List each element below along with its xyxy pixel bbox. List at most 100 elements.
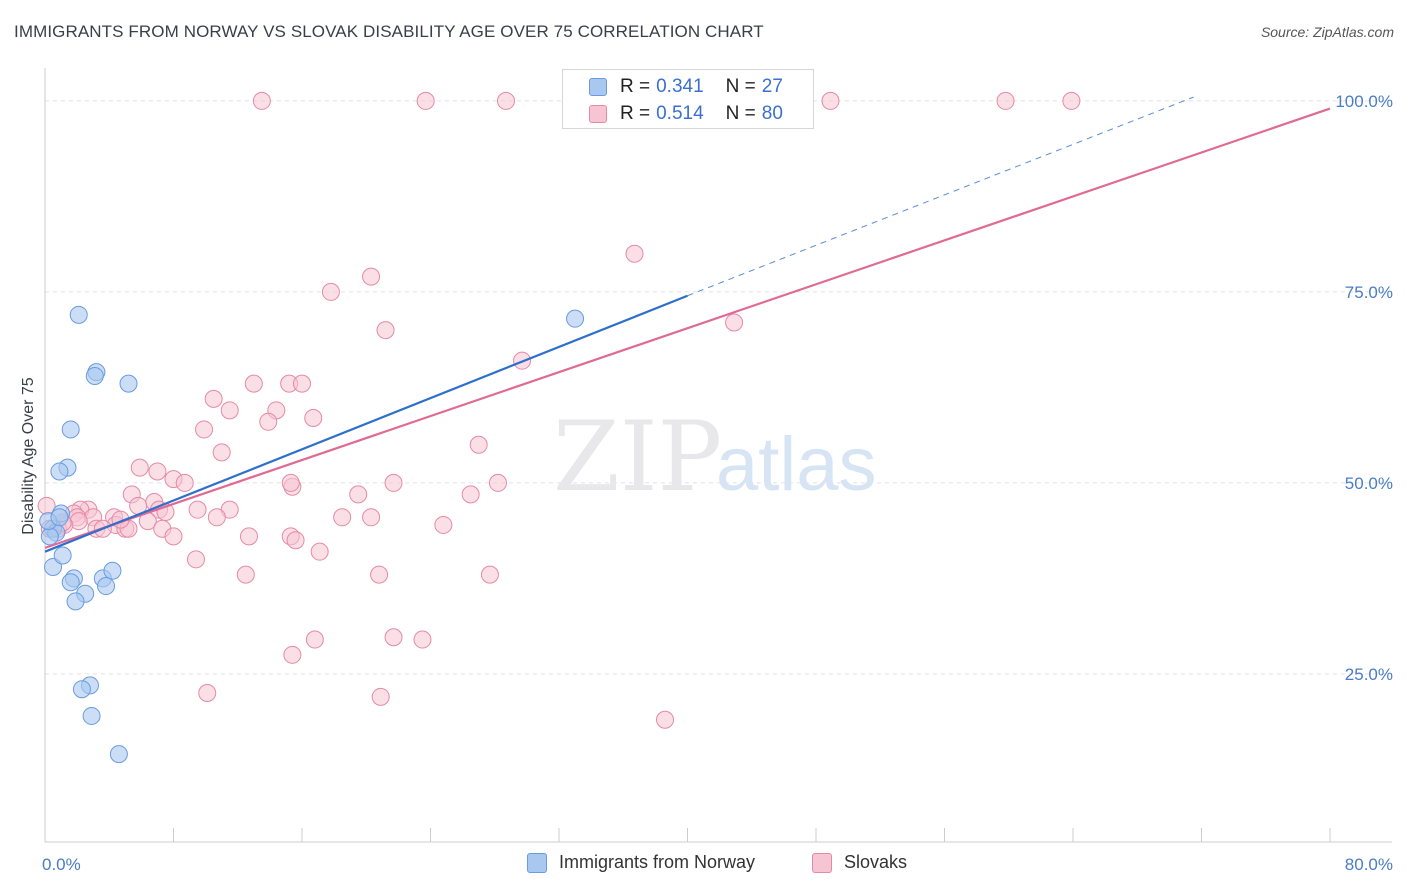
slovaks-point [281, 473, 300, 492]
y-axis-title: Disability Age Over 75 [20, 377, 37, 535]
stats-swatch-norway [589, 78, 607, 96]
slovaks-point [469, 435, 488, 454]
slovaks-point [370, 565, 389, 584]
slovaks-point [310, 542, 329, 561]
norway-point [103, 561, 122, 580]
slovaks-point [725, 313, 744, 332]
norway-point [53, 546, 72, 565]
slovaks-point [305, 630, 324, 649]
norway-point [566, 309, 585, 328]
norway-point [61, 573, 80, 592]
norway-point [61, 420, 80, 439]
slovaks-point [376, 321, 395, 340]
slovaks-point [333, 508, 352, 527]
stats-n-label: N = [725, 76, 756, 97]
slovaks-point [821, 91, 840, 110]
y-tick-label: 50.0% [1345, 474, 1393, 493]
legend-swatch-norway [527, 852, 547, 873]
norway-point [40, 527, 59, 546]
slovaks-point [496, 91, 515, 110]
norway-point [119, 374, 138, 393]
slovaks-point [384, 628, 403, 647]
legend-swatch-slovaks [812, 852, 832, 873]
slovaks-point [480, 565, 499, 584]
data-points [37, 91, 1081, 764]
slovaks-point [488, 473, 507, 492]
stats-r-value: 0.514 [656, 103, 704, 124]
slovaks-point [656, 710, 675, 729]
slovaks-point [416, 91, 435, 110]
slovaks-point [252, 91, 271, 110]
norway-point [66, 592, 85, 611]
legend-item-norway[interactable]: Immigrants from Norway [527, 852, 755, 873]
stats-row-slovaks: R = 0.514 N = 80 [589, 102, 783, 126]
slovaks-point [175, 473, 194, 492]
norway-point [44, 557, 63, 576]
y-tick-label: 25.0% [1345, 665, 1393, 684]
slovaks-point [434, 515, 453, 534]
slovaks-point [286, 531, 305, 550]
norway-point [97, 577, 116, 596]
trend-line-norway-extension [687, 96, 1194, 297]
chart-title: IMMIGRANTS FROM NORWAY VS SLOVAK DISABIL… [14, 22, 764, 41]
norway-point [72, 680, 91, 699]
slovaks-point [198, 684, 217, 703]
norway-point [50, 462, 69, 481]
slovaks-point [996, 91, 1015, 110]
slovaks-point [244, 374, 263, 393]
slovaks-point [362, 267, 381, 286]
slovaks-point [362, 508, 381, 527]
slovaks-point [321, 282, 340, 301]
slovaks-point [349, 485, 368, 504]
slovaks-point [625, 244, 644, 263]
stats-n-value: 80 [761, 103, 783, 124]
norway-point [69, 305, 88, 324]
source-label: Source: ZipAtlas.com [1260, 24, 1394, 40]
stats-row-norway: R = 0.341 N = 27 [589, 75, 783, 99]
slovaks-point [259, 412, 278, 431]
watermark: ZIP atlas [553, 401, 877, 513]
legend-item-slovaks[interactable]: Slovaks [812, 852, 907, 873]
stats-r-value: 0.341 [656, 76, 704, 97]
x-tick-label: 80.0% [1345, 855, 1393, 874]
slovaks-point [1062, 91, 1081, 110]
stats-n-value: 27 [761, 76, 783, 97]
tick-labels: 25.0% 50.0% 75.0% 100.0% 0.0% 80.0% [42, 92, 1393, 874]
slovaks-point [204, 389, 223, 408]
slovaks-point [164, 527, 183, 546]
legend-label-norway: Immigrants from Norway [559, 852, 756, 872]
x-tick-label: 0.0% [42, 855, 81, 874]
slovaks-point [148, 462, 167, 481]
trend-lines [44, 96, 1331, 553]
watermark-atlas: atlas [716, 422, 877, 507]
slovaks-point [212, 443, 231, 462]
stats-n-label: N = [725, 103, 756, 124]
slovaks-point [304, 408, 323, 427]
norway-point [109, 745, 128, 764]
slovaks-point [195, 420, 214, 439]
y-tick-label: 75.0% [1345, 283, 1393, 302]
trend-line-norway [44, 294, 688, 553]
stats-box: R = 0.341 N = 27 R = 0.514 N = 80 [562, 69, 814, 129]
legend: Immigrants from Norway Slovaks [0, 852, 1406, 878]
stats-r-label: R = [620, 76, 651, 97]
slovaks-point [239, 527, 258, 546]
slovaks-point [283, 645, 302, 664]
slovaks-point [371, 687, 390, 706]
norway-point [82, 706, 101, 725]
slovaks-point [413, 630, 432, 649]
slovaks-point [188, 500, 207, 519]
watermark-zip: ZIP [553, 401, 722, 513]
slovaks-point [220, 401, 239, 420]
norway-point [85, 366, 104, 385]
trend-line-slovaks [44, 107, 1331, 549]
slovaks-point [186, 550, 205, 569]
slovaks-point [207, 508, 226, 527]
slovaks-point [461, 485, 480, 504]
slovaks-point [130, 458, 149, 477]
slovaks-point [384, 473, 403, 492]
stats-swatch-slovaks [589, 105, 607, 123]
slovaks-point [293, 374, 311, 393]
stats-r-label: R = [620, 103, 651, 124]
